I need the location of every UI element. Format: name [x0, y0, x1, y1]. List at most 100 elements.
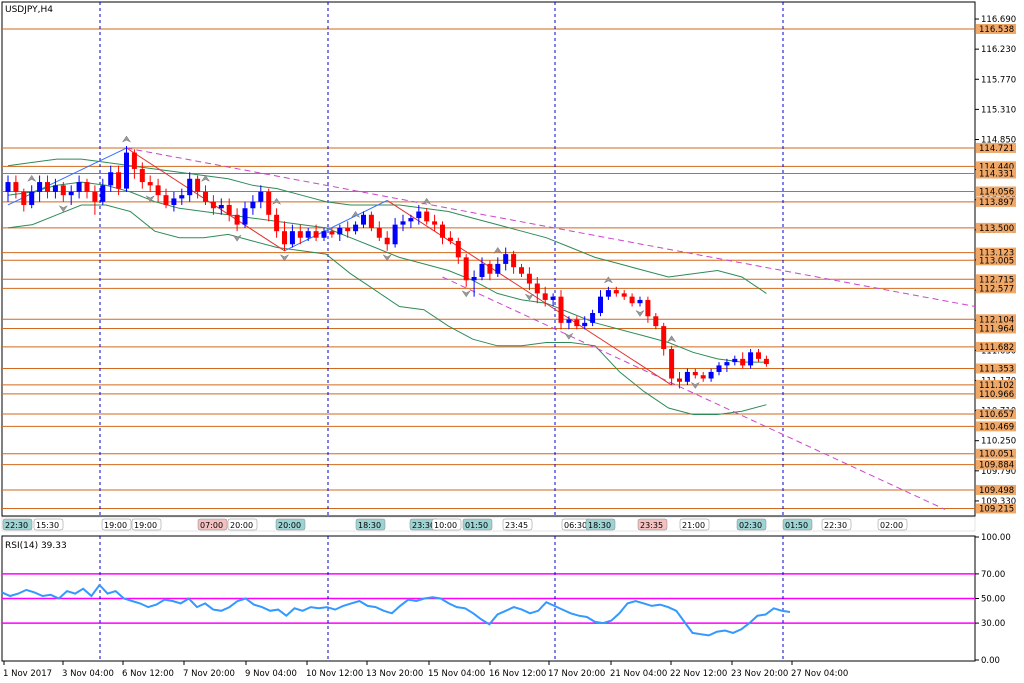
event-tag[interactable]: 07:00: [197, 518, 228, 531]
rsi-axis[interactable]: 100.00 70.00 50.00 30.00 0.00: [975, 533, 1011, 666]
candle[interactable]: [195, 175, 201, 199]
candle[interactable]: [605, 286, 611, 300]
candle[interactable]: [92, 185, 98, 215]
candle[interactable]: [471, 270, 477, 297]
candle[interactable]: [242, 201, 248, 228]
candle[interactable]: [716, 362, 722, 376]
candle[interactable]: [218, 198, 224, 215]
candle[interactable]: [487, 260, 493, 281]
candle[interactable]: [392, 218, 398, 248]
candle[interactable]: [511, 250, 517, 274]
event-tag[interactable]: 01:50: [462, 518, 493, 531]
candle[interactable]: [503, 247, 509, 271]
candle[interactable]: [424, 208, 430, 225]
candle[interactable]: [455, 237, 461, 264]
candle[interactable]: [274, 208, 280, 238]
event-tag[interactable]: 18:30: [585, 518, 616, 531]
event-tag[interactable]: 10:00: [431, 518, 462, 531]
price-pane[interactable]: 22:30 15:30 19:00 19:00 07:00 20:00 20:00 18:30…: [1, 1, 976, 532]
candle[interactable]: [416, 204, 422, 225]
candle[interactable]: [384, 231, 390, 251]
candle[interactable]: [463, 254, 469, 287]
candle[interactable]: [432, 214, 438, 232]
candle[interactable]: [234, 208, 240, 232]
candle[interactable]: [621, 290, 627, 300]
candle[interactable]: [566, 316, 572, 330]
candle[interactable]: [669, 345, 675, 386]
candle[interactable]: [368, 211, 374, 232]
candle[interactable]: [313, 224, 319, 241]
event-tag[interactable]: 19:00: [101, 518, 132, 531]
candle[interactable]: [732, 355, 738, 366]
candle[interactable]: [179, 188, 185, 205]
event-tag[interactable]: 15:30: [33, 518, 64, 531]
candle[interactable]: [629, 293, 635, 307]
candle[interactable]: [210, 195, 216, 215]
event-tag[interactable]: 23:35: [637, 518, 668, 531]
candle[interactable]: [550, 293, 556, 307]
candle[interactable]: [361, 211, 366, 228]
event-tag[interactable]: 20:00: [275, 518, 306, 531]
candle[interactable]: [124, 146, 129, 192]
event-tag[interactable]: 23:45: [502, 518, 533, 531]
candle[interactable]: [756, 349, 761, 363]
candle[interactable]: [155, 178, 161, 202]
candle[interactable]: [29, 185, 35, 209]
candle[interactable]: [637, 296, 643, 307]
candle[interactable]: [740, 352, 746, 369]
candle[interactable]: [289, 224, 295, 248]
event-tag[interactable]: 20:00: [227, 518, 258, 531]
candle[interactable]: [226, 198, 232, 222]
event-tag[interactable]: 22:30: [2, 518, 33, 531]
candle[interactable]: [376, 221, 382, 241]
event-tag[interactable]: 22:30: [821, 518, 852, 531]
candle[interactable]: [5, 175, 11, 202]
candlesticks[interactable]: [5, 146, 769, 389]
candle[interactable]: [574, 316, 580, 330]
time-axis[interactable]: 1 Nov 2017 3 Nov 04:00 6 Nov 12:00 7 Nov 20…: [3, 661, 848, 679]
candle[interactable]: [203, 185, 208, 205]
candle[interactable]: [582, 316, 588, 330]
candle[interactable]: [519, 263, 524, 278]
candle[interactable]: [297, 224, 303, 245]
rsi-pane[interactable]: RSI(14) 39.33: [1, 535, 976, 662]
candle[interactable]: [45, 175, 50, 199]
candle[interactable]: [139, 162, 145, 189]
event-tag[interactable]: 02:30: [736, 518, 767, 531]
candle[interactable]: [495, 257, 501, 278]
candle[interactable]: [447, 231, 453, 245]
candle[interactable]: [250, 195, 256, 215]
event-tag[interactable]: 02:00: [877, 518, 908, 531]
candle[interactable]: [282, 221, 287, 251]
candle[interactable]: [305, 227, 311, 241]
candle[interactable]: [13, 175, 19, 199]
candle[interactable]: [677, 371, 682, 389]
event-tag[interactable]: 01:50: [782, 518, 813, 531]
candle[interactable]: [724, 358, 730, 372]
candle[interactable]: [187, 172, 193, 202]
candle[interactable]: [558, 290, 564, 330]
candle[interactable]: [258, 185, 264, 209]
candle[interactable]: [653, 313, 659, 330]
candle[interactable]: [163, 188, 169, 209]
candle[interactable]: [684, 368, 690, 386]
candle[interactable]: [700, 371, 706, 382]
candle[interactable]: [400, 214, 406, 232]
candle[interactable]: [76, 175, 82, 199]
candle[interactable]: [534, 277, 540, 304]
candle[interactable]: [708, 368, 714, 382]
candle[interactable]: [329, 227, 335, 238]
candle[interactable]: [171, 191, 177, 212]
candle[interactable]: [100, 178, 106, 205]
candle[interactable]: [60, 182, 66, 202]
candle[interactable]: [645, 296, 651, 323]
candle[interactable]: [661, 322, 667, 356]
economic-events-strip[interactable]: 22:30 15:30 19:00 19:00 07:00 20:00 20:00 18:30…: [1, 516, 976, 532]
candle[interactable]: [345, 221, 351, 238]
candle[interactable]: [52, 178, 58, 199]
event-tag[interactable]: 21:00: [679, 518, 710, 531]
candle[interactable]: [692, 368, 698, 379]
candle[interactable]: [68, 185, 74, 205]
candle[interactable]: [590, 309, 596, 327]
